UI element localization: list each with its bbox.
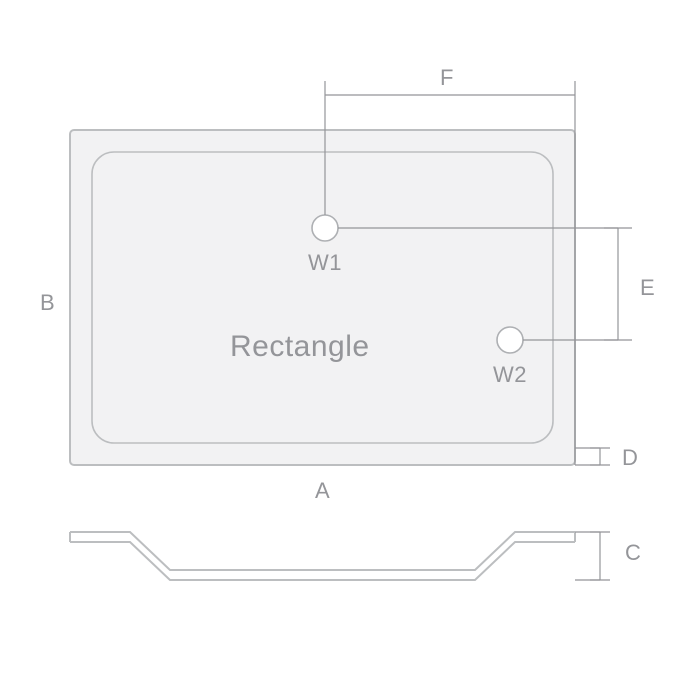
profile-top: [70, 532, 575, 570]
label-B: B: [40, 290, 55, 316]
label-D: D: [622, 445, 638, 471]
label-A: A: [315, 478, 330, 504]
tray-outer: [70, 130, 575, 465]
label-W1: W1: [308, 250, 342, 276]
label-W2: W2: [493, 362, 527, 388]
label-title: Rectangle: [230, 330, 370, 364]
diagram-stage: Rectangle A B C D E F W1 W2: [0, 0, 700, 700]
label-C: C: [625, 540, 641, 566]
drain-W1: [312, 215, 338, 241]
label-E: E: [640, 275, 655, 301]
drain-W2: [497, 327, 523, 353]
label-F: F: [440, 65, 454, 91]
